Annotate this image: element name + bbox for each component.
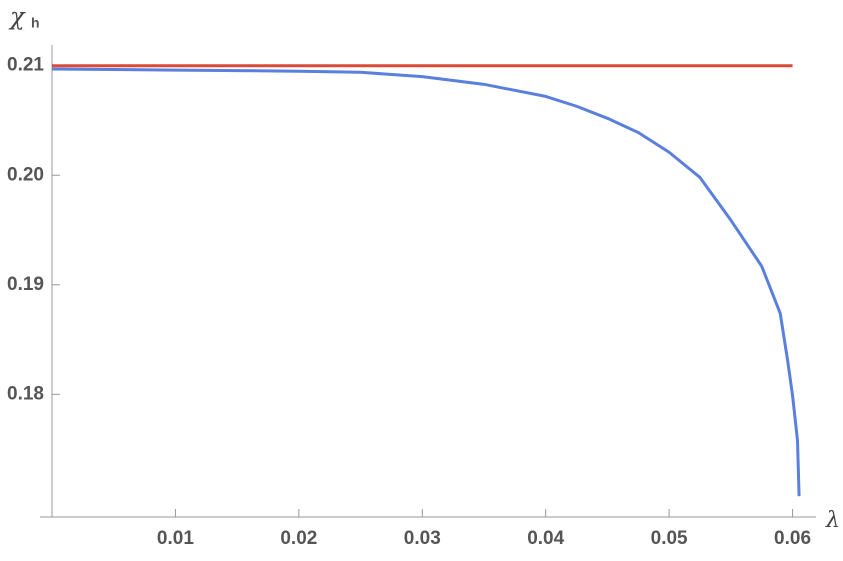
x-tick-label: 0.03 bbox=[404, 528, 441, 549]
y-tick-label: 0.20 bbox=[7, 164, 44, 185]
x-tick-label: 0.02 bbox=[280, 528, 317, 549]
x-tick-label: 0.01 bbox=[157, 528, 194, 549]
y-tick-label: 0.18 bbox=[7, 383, 44, 404]
y-axis-label-sub: h bbox=[31, 15, 40, 31]
x-tick-label: 0.04 bbox=[527, 528, 564, 549]
x-tick-label: 0.06 bbox=[774, 528, 811, 549]
y-tick-label: 0.19 bbox=[7, 274, 44, 295]
x-axis-label: λ bbox=[825, 508, 840, 533]
line-series bbox=[51, 67, 801, 497]
x-tick-label: 0.05 bbox=[651, 528, 688, 549]
y-axis-label: χ bbox=[8, 3, 26, 31]
y-tick-label: 0.21 bbox=[7, 55, 44, 76]
